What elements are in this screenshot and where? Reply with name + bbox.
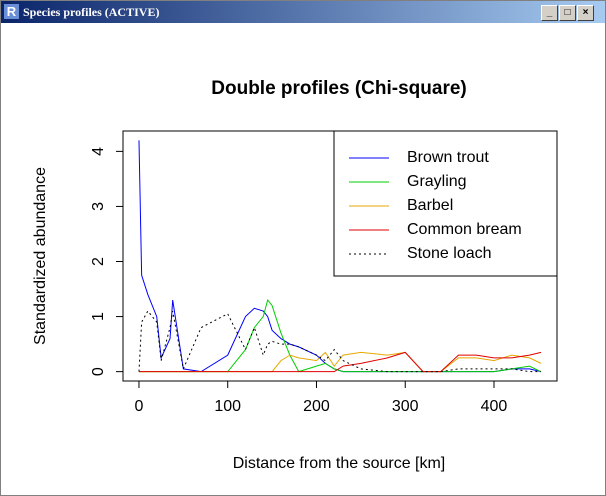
minimize-button[interactable]: _: [541, 5, 558, 21]
x-tick-label: 200: [303, 398, 330, 415]
legend-label: Barbel: [407, 197, 453, 214]
x-tick-label: 0: [135, 398, 144, 415]
close-button[interactable]: ×: [577, 5, 594, 21]
series-line: [138, 351, 542, 373]
x-tick-label: 100: [214, 398, 241, 415]
maximize-button[interactable]: □: [559, 5, 576, 21]
y-tick-label: 3: [90, 202, 107, 211]
y-tick-label: 1: [90, 312, 107, 321]
series-line: [138, 310, 542, 373]
x-tick-label: 400: [481, 398, 508, 415]
window-title: Species profiles (ACTIVE): [23, 5, 160, 19]
y-tick-label: 4: [90, 147, 107, 156]
chart: Double profiles (Chi-square) Distance fr…: [32, 78, 558, 472]
legend-label: Grayling: [407, 173, 467, 190]
y-tick-label: 0: [90, 367, 107, 376]
x-axis-label: Distance from the source [km]: [233, 455, 446, 472]
x-tick-label: 300: [392, 398, 419, 415]
legend-box: [333, 130, 558, 277]
legend-label: Common bream: [407, 221, 522, 238]
app-icon: R: [4, 4, 19, 19]
y-tick-label: 2: [90, 257, 107, 266]
chart-title: Double profiles (Chi-square): [211, 78, 466, 99]
series-line: [138, 298, 542, 373]
legend-label: Brown trout: [407, 149, 489, 166]
title-bar: R Species profiles (ACTIVE) _ □ ×: [1, 1, 605, 23]
y-axis-label: Standardized abundance: [32, 167, 49, 345]
legend-label: Stone loach: [407, 245, 492, 262]
